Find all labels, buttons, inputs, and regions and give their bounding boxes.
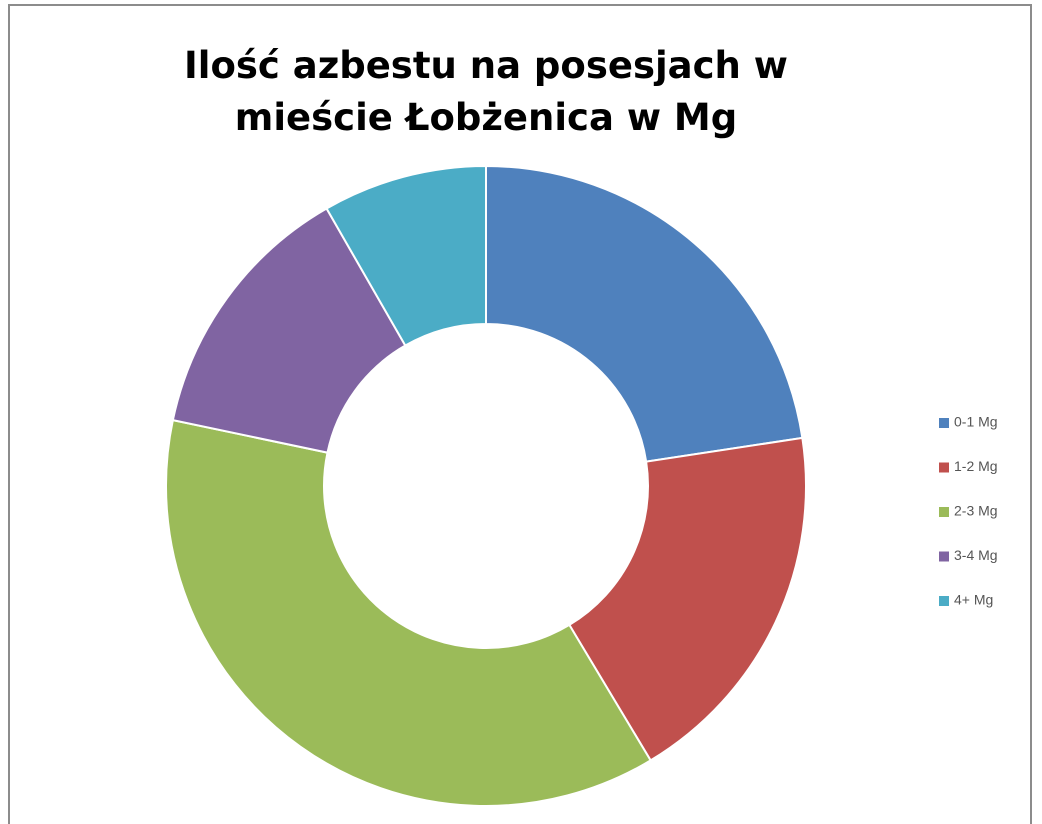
legend-label: 3-4 Mg (954, 547, 998, 563)
donut-slice (485, 164, 804, 463)
legend-label: 0-1 Mg (954, 414, 998, 430)
donut-slice (567, 436, 807, 762)
donut-slice (171, 207, 407, 454)
donut-slice (165, 418, 652, 807)
legend-swatch (939, 462, 949, 473)
donut-slice (325, 164, 487, 347)
chart-title: Ilość azbestu na posesjach w mieście Łob… (184, 44, 788, 139)
legend-swatch (939, 507, 949, 517)
legend-label: 2-3 Mg (954, 503, 998, 519)
chart-frame (8, 4, 1032, 824)
legend-label: 4+ Mg (954, 592, 993, 608)
legend-swatch (939, 418, 949, 428)
legend-swatch (939, 551, 949, 562)
legend-label: 1-2 Mg (954, 458, 998, 474)
legend-swatch (939, 596, 949, 606)
